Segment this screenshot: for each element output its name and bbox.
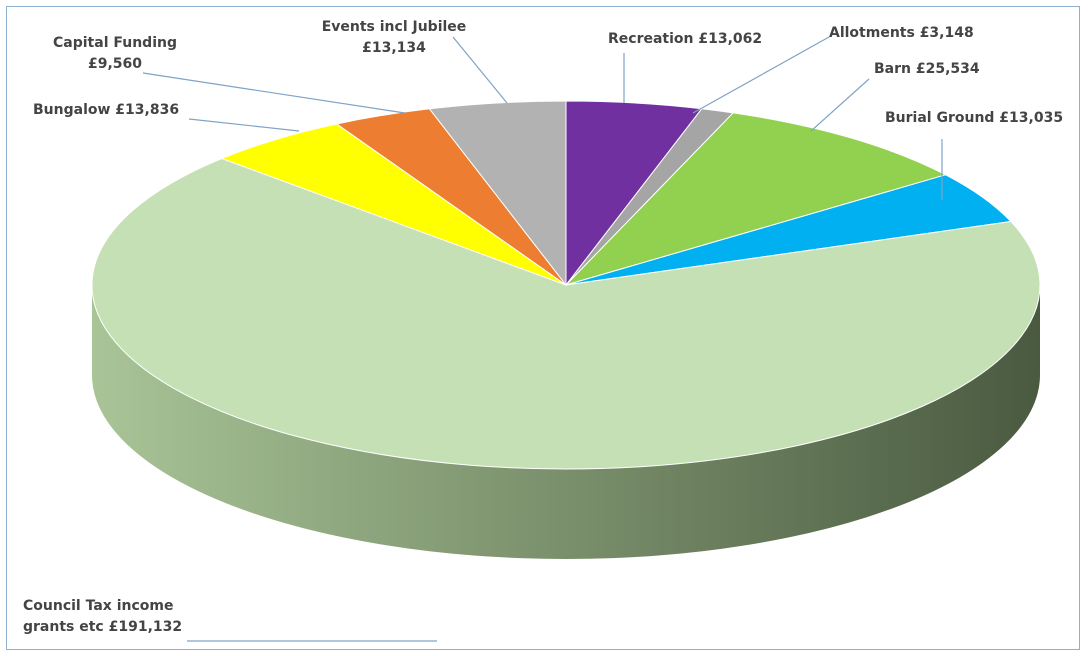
data-label-council-tax-income-grants-etc: Council Tax income [23,598,173,614]
data-label-recreation: Recreation £13,062 [608,31,762,47]
pie-slice-events-incl-jubilee [428,100,567,287]
data-label-burial-ground: Burial Ground £13,035 [885,110,1063,126]
pie-slice-barn [564,112,947,287]
data-label-capital-funding: Capital Funding [53,35,177,51]
leader-line-allotments [692,36,830,114]
leader-line-events-incl-jubilee [452,36,508,104]
pie-side-wall [92,285,1040,559]
data-label-capital-funding-line2: £9,560 [88,56,142,72]
leader-line-bungalow [188,118,300,132]
chart-frame: Recreation £13,062 Allotments £3,148 Barn … [6,6,1080,650]
leader-line-barn [810,78,870,132]
data-label-events-incl-jubilee: Events incl Jubilee [322,19,467,35]
data-label-barn: Barn £25,534 [874,61,980,77]
data-label-bungalow: Bungalow £13,836 [33,102,179,118]
data-labels: Recreation £13,062 Allotments £3,148 Barn … [23,19,1063,635]
pie-top-layer [91,100,1041,470]
pie-side-layer [92,285,1040,559]
pie-slice-bungalow [220,123,567,286]
pie-slice-council-tax-income-grants-etc [91,157,1041,470]
pie-chart: Recreation £13,062 Allotments £3,148 Barn … [23,19,1063,642]
data-label-council-tax-income-grants-etc-line2: grants etc £191,132 [23,619,182,635]
data-label-events-incl-jubilee-line2: £13,134 [362,40,426,56]
leader-line-capital-funding [142,72,406,114]
data-label-allotments: Allotments £3,148 [829,25,974,41]
leader-lines [142,36,943,642]
